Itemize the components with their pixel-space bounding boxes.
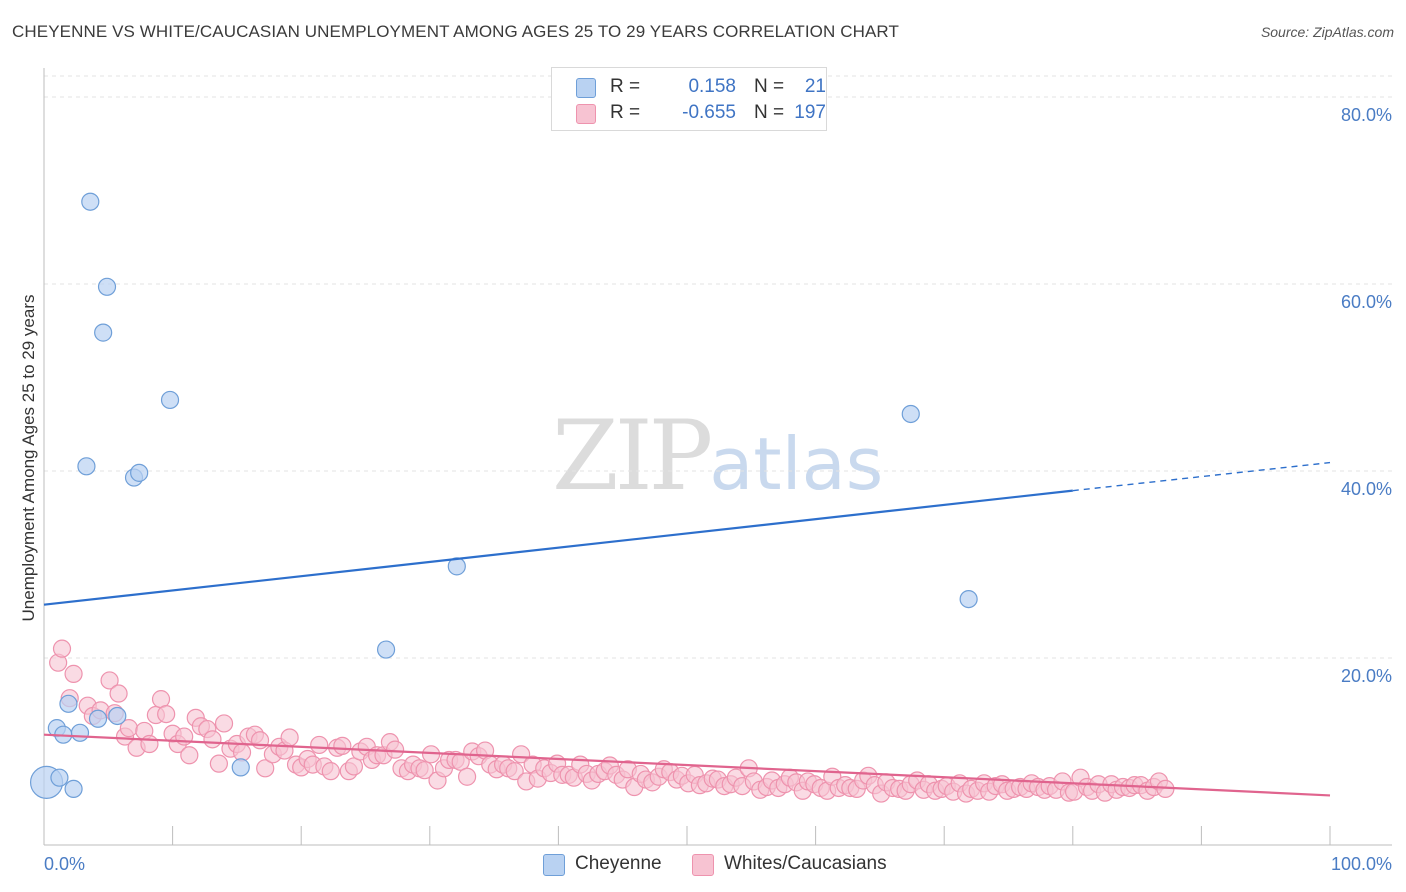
whites-caucasians-trend-line [43, 733, 1331, 797]
legend-r-value: 0.158 [688, 76, 736, 97]
whites-caucasians-point [333, 736, 352, 755]
axis-labels: 20.0% 40.0% 60.0% 80.0% 0.0% 100.0% Unemployme… [19, 105, 1392, 874]
cheyenne-trend-extension [1072, 461, 1331, 492]
whites-caucasians-point [100, 671, 119, 690]
whites-caucasians-point [180, 746, 199, 765]
cheyenne-point [108, 706, 127, 726]
legend-r-label: R = [610, 76, 641, 97]
x-tick-label-min: 0.0% [44, 854, 85, 874]
trend-lines [43, 461, 1331, 797]
whites-caucasians-point [157, 704, 176, 724]
watermark-zip: ZIP [552, 400, 713, 512]
whites-caucasians-point [344, 757, 364, 776]
y-tick-label: 40.0% [1341, 479, 1392, 499]
whites-caucasians-point [109, 684, 128, 703]
cheyenne-trend-line [43, 489, 1073, 606]
source-credit: Source: ZipAtlas.com [1260, 24, 1394, 40]
cheyenne-point [70, 723, 90, 742]
whites-caucasians-point [310, 735, 329, 755]
cheyenne-point [81, 192, 100, 211]
whites-caucasians-points [49, 639, 1175, 803]
legend-n-value: 197 [794, 102, 826, 123]
correlation-legend: R = 0.158 N = 21 R = -0.655 N = 197 [551, 67, 827, 131]
cheyenne-point [959, 589, 978, 609]
y-tick-label: 80.0% [1341, 105, 1392, 125]
whites-caucasians-point [505, 762, 524, 781]
whites-caucasians-point [256, 759, 275, 778]
legend-n-label: N = [754, 76, 785, 97]
cheyenne-point [50, 768, 69, 787]
whites-caucasians-point [214, 714, 234, 733]
watermark-atlas: atlas [709, 422, 884, 506]
cheyenne-point [376, 640, 396, 659]
legend-swatch-cheyenne [576, 78, 596, 98]
whites-caucasians-point [280, 728, 299, 747]
whites-caucasians-point [415, 761, 434, 780]
whites-caucasians-point [140, 734, 159, 754]
cheyenne-points [29, 192, 978, 799]
grid-lines [44, 75, 1392, 659]
cheyenne-point [64, 779, 83, 799]
whites-caucasians-point [232, 743, 252, 762]
cheyenne-point [130, 463, 149, 482]
legend-n-label: N = [754, 102, 785, 123]
legend-n-value: 21 [804, 76, 826, 97]
chart-title: CHEYENNE VS WHITE/CAUCASIAN UNEMPLOYMENT… [12, 22, 899, 41]
y-tick-label: 60.0% [1341, 292, 1392, 312]
whites-caucasians-point [457, 767, 477, 786]
cheyenne-point [94, 323, 113, 342]
whites-caucasians-point [321, 762, 340, 781]
whites-caucasians-point [203, 730, 222, 749]
bottom-legend-swatch-cheyenne [543, 854, 565, 876]
bottom-legend-swatch-whites [692, 854, 714, 876]
cheyenne-point [901, 404, 920, 424]
y-tick-label: 20.0% [1341, 666, 1392, 686]
legend-r-label: R = [610, 102, 641, 123]
cheyenne-point [231, 758, 250, 777]
legend-swatch-whites [576, 104, 596, 124]
cheyenne-point [97, 277, 117, 296]
x-tick-label-max: 100.0% [1331, 854, 1392, 874]
y-axis-title: Unemployment Among Ages 25 to 29 years [19, 295, 38, 622]
bottom-legend-label-whites: Whites/Caucasians [724, 853, 887, 874]
cheyenne-point [88, 709, 108, 728]
cheyenne-point [160, 390, 180, 410]
watermark: ZIPatlas [552, 400, 883, 512]
whites-caucasians-point [64, 664, 83, 683]
cheyenne-point [59, 694, 78, 713]
whites-caucasians-point [52, 639, 72, 658]
whites-caucasians-point [209, 754, 228, 773]
whites-caucasians-point [512, 745, 531, 764]
legend-r-value: -0.655 [682, 102, 736, 123]
bottom-legend-label-cheyenne: Cheyenne [575, 853, 662, 874]
axes [43, 68, 1392, 846]
whites-caucasians-point [385, 740, 405, 759]
cheyenne-point [77, 457, 96, 476]
